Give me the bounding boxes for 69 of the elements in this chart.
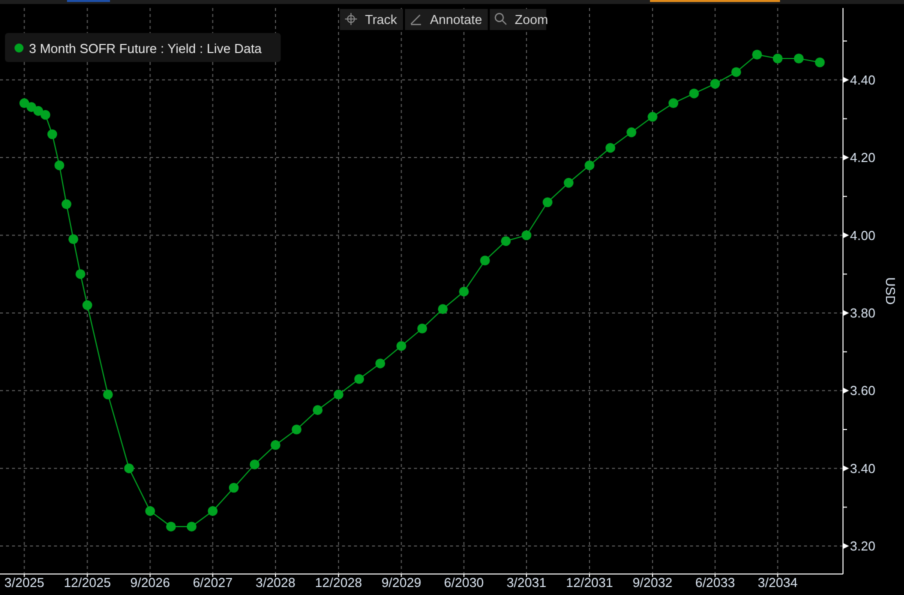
legend-label: 3 Month SOFR Future : Yield : Live Data: [29, 41, 262, 56]
point: [752, 50, 762, 60]
annotation: Track: [365, 12, 398, 27]
point: [564, 178, 574, 188]
point: [354, 374, 364, 384]
point: [68, 234, 78, 244]
point: [731, 67, 742, 77]
point: [292, 424, 302, 434]
y-tick-label: 4.20: [850, 150, 876, 166]
point: [648, 112, 658, 122]
point: [626, 127, 636, 138]
x-tick-label: 9/2026: [130, 575, 170, 590]
x-tick-label: 3/2034: [758, 575, 798, 590]
point: [270, 440, 280, 450]
point: [103, 390, 113, 400]
point: [605, 142, 616, 153]
point: [208, 506, 218, 516]
x-tick-label: 12/2025: [64, 575, 111, 590]
point: [166, 522, 176, 532]
point: [124, 463, 134, 474]
point: [522, 230, 532, 240]
point: [710, 78, 720, 89]
point: [334, 390, 344, 400]
x-tick-label: 9/2032: [632, 575, 672, 590]
y-tick-label: 4.00: [850, 228, 876, 243]
x-tick-label: 12/2031: [566, 575, 614, 590]
point: [19, 98, 30, 108]
x-tick-label: 12/2028: [315, 575, 362, 590]
point: [459, 286, 469, 296]
point: [480, 256, 490, 266]
annotation: Zoom: [514, 12, 548, 27]
point: [82, 300, 92, 310]
y-tick-label: 4.40: [850, 72, 876, 88]
point: [542, 197, 552, 208]
point: [375, 358, 386, 368]
point: [584, 160, 594, 170]
x-tick-label: 6/2030: [444, 575, 484, 590]
y-tick-label: 3.60: [850, 383, 876, 398]
point: [500, 236, 511, 246]
x-tick-label: 9/2029: [381, 575, 422, 590]
point: [250, 460, 260, 470]
point: [76, 269, 86, 279]
x-tick-label: 6/2027: [192, 575, 233, 590]
point: [438, 304, 448, 314]
point: [312, 405, 323, 415]
point: [54, 160, 64, 170]
point: [47, 129, 58, 140]
y-tick-label: 3.20: [850, 538, 876, 554]
point: [689, 88, 699, 98]
point: [62, 199, 72, 210]
point: [772, 54, 783, 64]
point: [186, 522, 196, 532]
y-tick-label: 3.40: [850, 460, 876, 476]
point: [40, 110, 50, 120]
x-tick-label: 3/2025: [4, 575, 44, 590]
point: [33, 106, 44, 116]
point: [228, 482, 239, 493]
x-tick-label: 3/2031: [506, 575, 546, 590]
annotation: Annotate: [430, 12, 482, 27]
point: [396, 341, 406, 351]
point: [668, 98, 678, 108]
x-tick-label: 3/2028: [256, 575, 296, 590]
y-tick-label: 3.80: [850, 305, 876, 320]
point: [794, 54, 804, 64]
y-axis-title: USD: [883, 277, 898, 305]
x-tick-label: 6/2033: [695, 575, 735, 590]
point: [145, 506, 156, 516]
point: [814, 58, 825, 68]
point: [417, 324, 428, 334]
